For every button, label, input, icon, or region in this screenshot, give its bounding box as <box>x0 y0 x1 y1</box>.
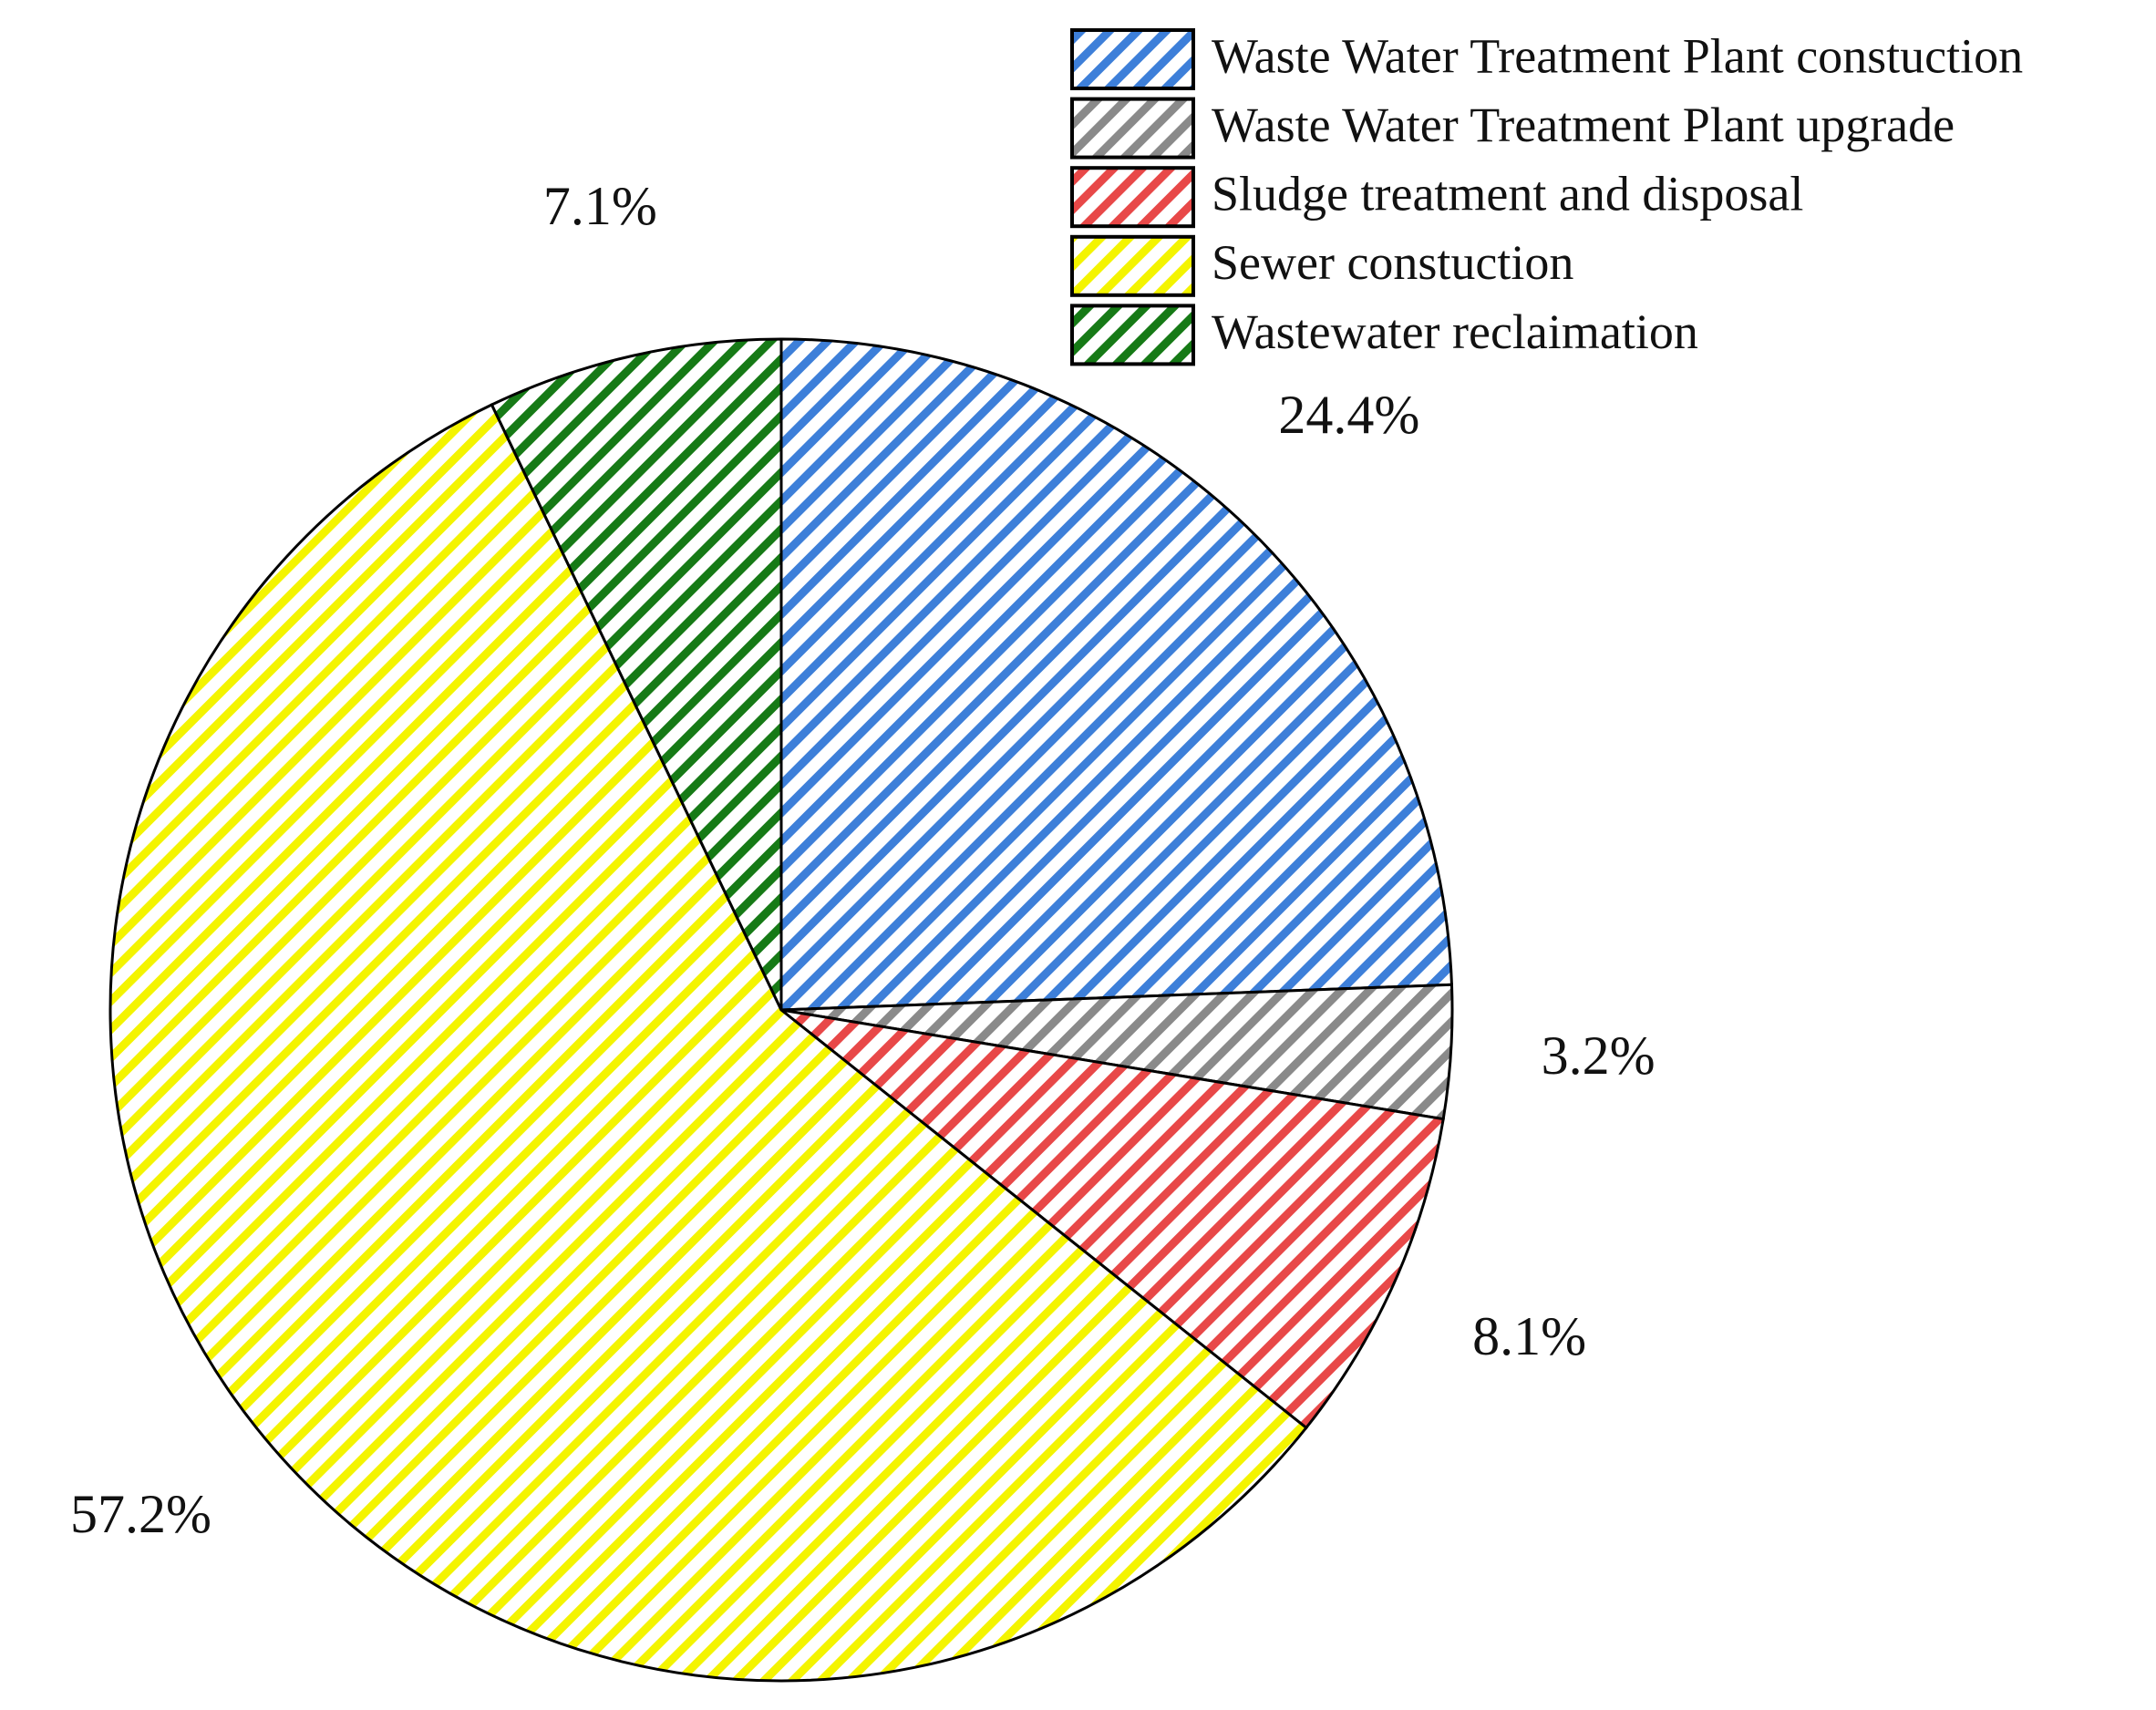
legend-label: Waste Water Treatment Plant upgrade <box>1212 98 1955 152</box>
legend-swatch <box>1070 304 1195 366</box>
slice-label: 57.2% <box>70 1484 211 1544</box>
slice-label: 3.2% <box>1542 1025 1656 1086</box>
legend-label: Waste Water Treatment Plant constuction <box>1212 28 2023 83</box>
pie-slice <box>108 403 1308 1683</box>
slice-label: 8.1% <box>1472 1306 1586 1366</box>
pie-slice <box>490 337 783 1011</box>
legend-swatch <box>1070 97 1195 160</box>
slice-label: 7.1% <box>543 176 657 236</box>
pie-slice <box>779 337 1454 1012</box>
legend-label: Wastewater reclaimation <box>1212 304 1698 359</box>
legend-swatch <box>1070 166 1195 229</box>
legend-swatch <box>1070 28 1195 90</box>
pie-slice <box>776 1007 1445 1430</box>
legend-label: Sludge treatment and disposal <box>1212 167 1803 221</box>
slice-label: 24.4% <box>1278 385 1419 445</box>
legend-label: Sewer constuction <box>1212 235 1573 290</box>
legend-swatch <box>1070 234 1195 297</box>
